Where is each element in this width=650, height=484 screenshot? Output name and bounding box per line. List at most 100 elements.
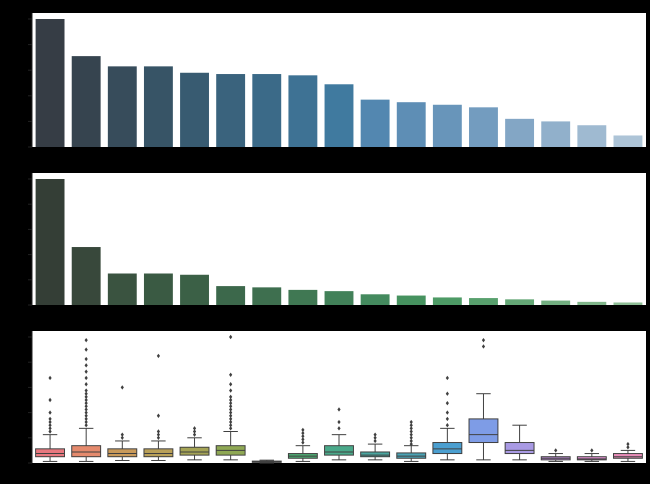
box-flier [409, 429, 413, 434]
box-flier [48, 426, 52, 431]
box-flier [337, 419, 341, 425]
box-flier [229, 372, 233, 377]
box-flier [229, 410, 233, 415]
box-flier [626, 441, 630, 447]
box-flier [156, 435, 161, 440]
box-flier [481, 337, 486, 343]
box-flier [48, 429, 52, 434]
box-flier [409, 435, 413, 440]
box [360, 451, 391, 458]
bar [360, 99, 390, 147]
bar [288, 75, 318, 147]
box-flier [229, 394, 233, 400]
box-flier [301, 430, 305, 436]
box-flier [229, 426, 233, 431]
bar [216, 74, 246, 147]
box-flier [84, 382, 88, 387]
box [468, 418, 499, 444]
bar [71, 56, 101, 148]
box-flier [445, 391, 449, 396]
bar [396, 295, 426, 305]
box-flier [373, 432, 377, 437]
box-flier [409, 438, 413, 444]
box-flier [229, 416, 233, 422]
bar [252, 287, 282, 305]
box-flier [229, 400, 233, 406]
box [576, 456, 607, 461]
box-flier [84, 416, 88, 422]
box-flier [156, 353, 161, 359]
box-plot-bottom [28, 331, 646, 464]
box [143, 448, 174, 458]
bar [505, 299, 535, 305]
box-flier [301, 434, 305, 439]
box-flier [84, 388, 88, 393]
box-flier [84, 363, 88, 368]
box-flier [84, 404, 88, 409]
box-flier [192, 426, 197, 431]
box [324, 445, 354, 456]
box-flier [48, 410, 52, 415]
bar [252, 74, 282, 147]
box-flier [84, 347, 88, 352]
box-flier [48, 423, 52, 428]
box-flier [445, 400, 449, 406]
bar [541, 300, 571, 305]
box-flier [192, 429, 197, 434]
bar [541, 121, 571, 147]
bar [360, 294, 390, 305]
box-flier [409, 432, 413, 437]
box-flier [229, 388, 233, 393]
box-flier [84, 394, 88, 400]
box-flier [84, 407, 88, 412]
box-flier [409, 419, 413, 425]
box-flier [84, 391, 88, 396]
bar [288, 289, 318, 305]
bar [324, 291, 354, 305]
box-flier [84, 413, 88, 418]
box-flier [48, 375, 52, 381]
bar [143, 273, 173, 305]
bar-chart-top [28, 13, 646, 148]
box-flier [156, 429, 161, 434]
box-flier [120, 435, 124, 440]
box-flier [301, 437, 305, 442]
bar [35, 19, 65, 147]
bar [107, 66, 137, 147]
box-flier [84, 356, 88, 362]
box-flier [229, 419, 233, 425]
bar [180, 72, 209, 147]
box-flier [229, 334, 233, 340]
box-flier [84, 337, 88, 343]
box [432, 442, 463, 455]
box [612, 453, 643, 459]
box-flier [84, 375, 88, 381]
box [71, 445, 102, 458]
box-flier [229, 404, 233, 409]
box-flier [445, 375, 449, 381]
box-flier [229, 413, 233, 418]
box-flier [84, 369, 88, 374]
bar [577, 301, 607, 305]
box-flier [445, 423, 449, 428]
bar-chart-middle [28, 173, 646, 306]
box-flier [445, 410, 449, 415]
box-flier [554, 448, 558, 453]
box [35, 448, 66, 458]
box-flier [229, 423, 233, 428]
bar [143, 66, 173, 147]
box-flier [84, 397, 88, 403]
box-flier [156, 432, 161, 437]
box-flier [48, 397, 52, 403]
bar [396, 102, 426, 147]
box [504, 442, 535, 455]
box-flier [481, 344, 486, 349]
box-flier [337, 407, 341, 412]
bar [432, 104, 462, 147]
box-flier [120, 432, 124, 437]
box-flier [409, 441, 413, 447]
bar [35, 179, 65, 305]
box-flier [337, 426, 341, 431]
bar [432, 297, 462, 305]
